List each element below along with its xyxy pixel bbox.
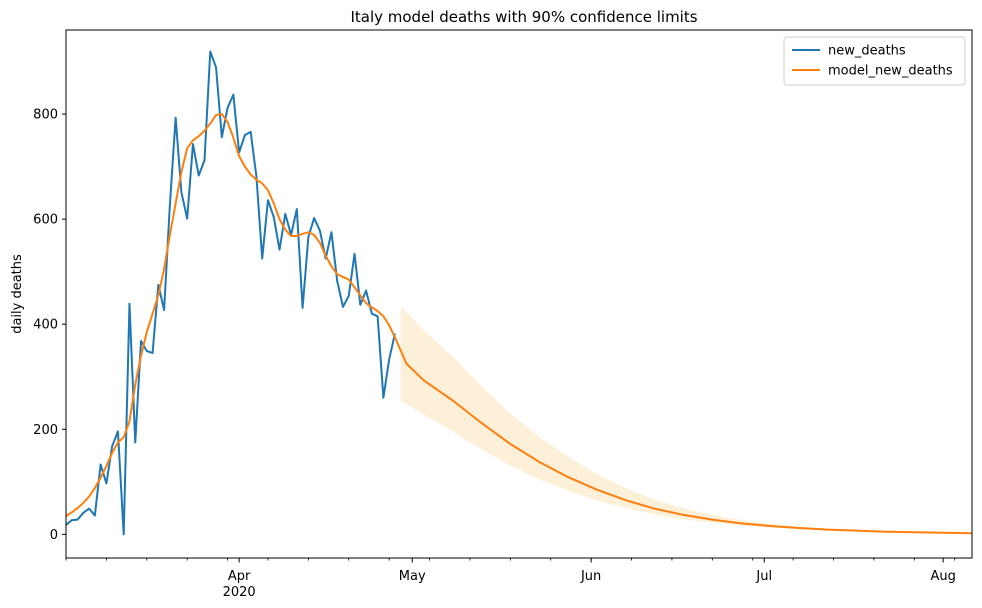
y-tick-label: 600: [33, 213, 58, 228]
x-tick-label: Jun: [580, 569, 601, 584]
chart-title: Italy model deaths with 90% confidence l…: [350, 8, 697, 26]
y-tick-label: 200: [33, 423, 58, 438]
y-axis-label: daily deaths: [10, 254, 25, 334]
series-line-new_deaths: [65, 50, 396, 536]
confidence-band: [400, 305, 972, 534]
x-tick-label: Aug: [930, 569, 955, 584]
y-tick-label: 400: [33, 318, 58, 333]
x-tick-label: Apr: [228, 569, 251, 584]
x-tick-sublabel: 2020: [223, 585, 256, 600]
plot-frame: [65, 29, 973, 559]
x-tick-label: Jul: [755, 569, 772, 584]
y-tick-label: 800: [33, 108, 58, 123]
series-layer: [65, 50, 973, 536]
legend-label-model_new_deaths: model_new_deaths: [828, 64, 953, 79]
y-tick-label: 0: [50, 528, 58, 543]
legend-label-new_deaths: new_deaths: [828, 44, 906, 59]
confidence-band-layer: [400, 305, 972, 534]
series-line-model_new_deaths: [65, 113, 973, 535]
legend-box: [783, 36, 966, 86]
x-tick-label: May: [399, 569, 426, 584]
legend: new_deaths model_new_deaths: [783, 36, 966, 86]
